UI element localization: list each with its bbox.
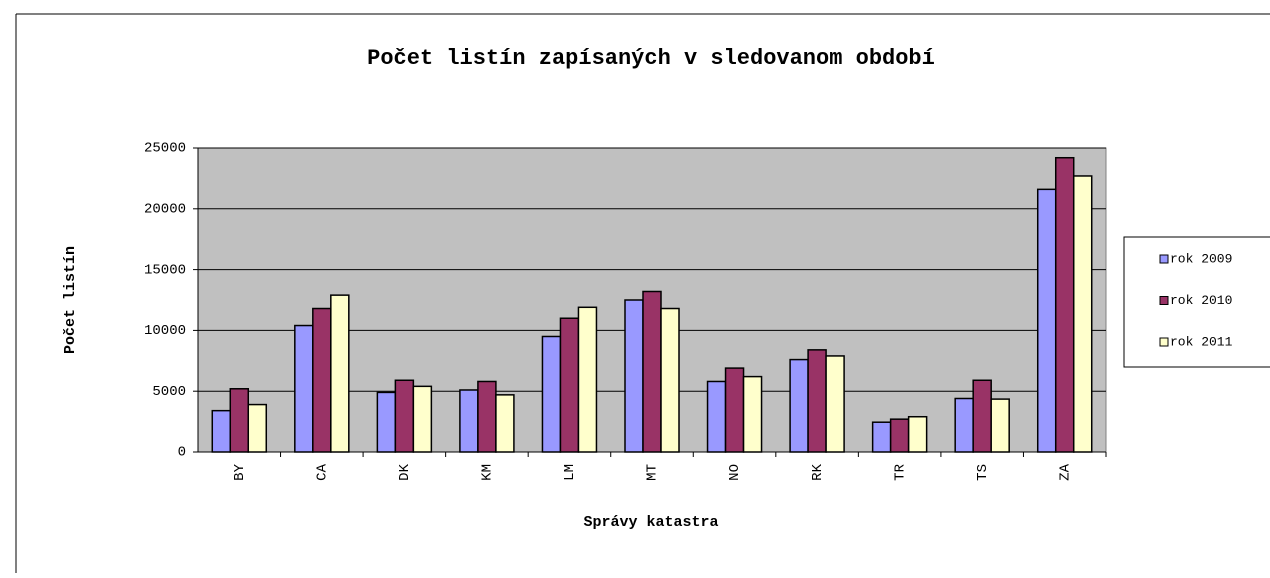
x-tick-label: RK	[810, 463, 826, 480]
bar	[495, 394, 515, 453]
bar	[229, 388, 250, 453]
legend-swatch	[1159, 296, 1169, 305]
bar	[559, 317, 580, 453]
x-tick-label: LM	[562, 464, 578, 481]
bar	[330, 294, 350, 453]
x-tick-label: DK	[397, 463, 413, 480]
bar	[312, 307, 332, 453]
y-tick-label: 15000	[144, 262, 186, 278]
bar	[954, 397, 974, 453]
bar	[394, 379, 415, 453]
bar	[577, 306, 598, 453]
legend	[1123, 236, 1270, 368]
x-tick-label: KM	[480, 464, 496, 481]
bar	[807, 349, 827, 453]
y-axis-title: Počet listín	[62, 246, 79, 354]
y-tick-label: 25000	[144, 141, 186, 157]
bar	[825, 355, 845, 453]
bar	[889, 418, 910, 453]
x-tick-label: BY	[232, 463, 248, 480]
bar	[660, 307, 680, 453]
bar	[1072, 175, 1093, 453]
bar	[907, 415, 928, 453]
bar	[624, 299, 644, 453]
legend-label: rok 2011	[1170, 334, 1233, 349]
bar	[789, 358, 809, 453]
legend-swatch	[1159, 337, 1169, 347]
y-tick-label: 5000	[152, 384, 186, 400]
y-tick-label: 20000	[144, 202, 186, 218]
bar	[642, 290, 662, 453]
bar	[724, 367, 745, 453]
legend-label: rok 2009	[1170, 251, 1232, 266]
x-tick-label: MT	[645, 464, 661, 481]
legend-swatch	[1159, 254, 1169, 264]
bar	[541, 335, 562, 453]
x-axis-title: Správy katastra	[583, 514, 718, 531]
bar	[972, 379, 992, 453]
x-tick-label: CA	[315, 463, 331, 480]
bar	[211, 409, 232, 453]
bar	[871, 421, 892, 453]
x-tick-label: ZA	[1057, 463, 1073, 480]
bar	[459, 389, 479, 453]
legend-label: rok 2010	[1170, 293, 1232, 308]
chart-title: Počet listín zapísaných v sledovanom obd…	[367, 46, 935, 71]
bar	[477, 380, 497, 453]
y-tick-label: 10000	[144, 323, 186, 339]
bar	[376, 391, 397, 453]
bar	[1054, 156, 1075, 453]
bar	[706, 380, 727, 453]
bar	[412, 385, 433, 453]
bar	[247, 403, 268, 453]
bar	[294, 324, 314, 453]
y-tick-label: 0	[178, 445, 186, 461]
bar	[742, 375, 763, 453]
x-tick-label: TR	[892, 463, 908, 480]
bar	[1036, 188, 1057, 453]
bar	[990, 398, 1010, 453]
x-tick-label: NO	[727, 464, 743, 481]
x-tick-label: TS	[975, 464, 991, 481]
